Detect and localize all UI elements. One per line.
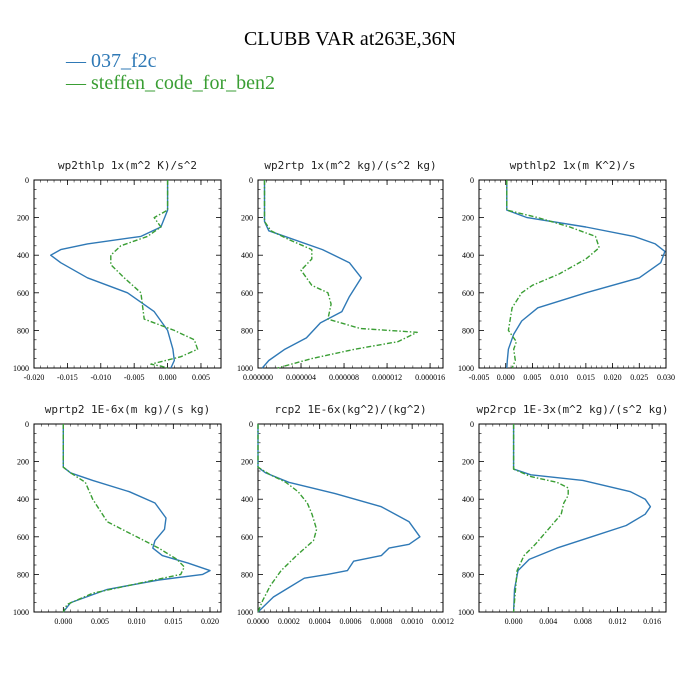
x-tick-label: -0.020 — [24, 373, 45, 382]
series-line-037-f2c — [506, 180, 666, 369]
y-tick-label: 0 — [25, 420, 29, 429]
y-tick-label: 400 — [241, 495, 253, 504]
x-tick-label: 0.000 — [54, 617, 72, 626]
y-tick-label: 1000 — [237, 364, 253, 373]
x-tick-label: -0.005 — [469, 373, 490, 382]
panel-title: wp2rcp 1E-3x(m^2 kg)/(s^2 kg) — [476, 403, 668, 416]
y-tick-label: 1000 — [458, 364, 474, 373]
y-tick-label: 1000 — [237, 608, 253, 617]
x-tick-label: 0.025 — [630, 373, 648, 382]
series-line-037-f2c — [261, 180, 362, 369]
x-tick-label: 0.000 — [159, 373, 177, 382]
series-line-steffen-code-for-ben2 — [62, 424, 186, 613]
series-line-037-f2c — [62, 424, 211, 613]
x-tick-label: 0.000000 — [243, 373, 273, 382]
x-tick-label: 0.0000 — [247, 617, 269, 626]
x-tick-label: 0.000004 — [286, 373, 316, 382]
series-line-steffen-code-for-ben2 — [257, 424, 318, 613]
x-tick-label: 0.000012 — [372, 373, 402, 382]
x-tick-label: -0.015 — [57, 373, 78, 382]
x-tick-label: 0.000016 — [415, 373, 445, 382]
x-tick-label: 0.000 — [505, 617, 523, 626]
y-tick-label: 800 — [17, 570, 29, 579]
panel-frame — [33, 423, 222, 613]
series-line-steffen-code-for-ben2 — [110, 180, 199, 369]
y-tick-label: 1000 — [458, 608, 474, 617]
legend-entry-steffen-code-for-ben2: — steffen_code_for_ben2 — [66, 72, 276, 94]
y-tick-label: 0 — [25, 176, 29, 185]
y-tick-label: 200 — [17, 214, 29, 223]
y-tick-label: 0 — [470, 420, 474, 429]
y-tick-label: 800 — [462, 326, 474, 335]
y-tick-label: 200 — [241, 214, 253, 223]
y-tick-label: 600 — [241, 533, 253, 542]
x-tick-label: 0.010 — [128, 617, 146, 626]
y-tick-label: 800 — [462, 570, 474, 579]
series-line-037-f2c — [512, 424, 652, 613]
x-tick-label: 0.005 — [523, 373, 541, 382]
y-tick-label: 200 — [241, 458, 253, 467]
series-line-steffen-code-for-ben2 — [506, 180, 600, 369]
x-tick-label: 0.0004 — [309, 617, 331, 626]
panel-title: wp2rtp 1x(m^2 kg)/(s^2 kg) — [264, 159, 436, 172]
y-tick-label: 600 — [17, 289, 29, 298]
y-tick-label: 600 — [462, 289, 474, 298]
y-tick-label: 800 — [17, 326, 29, 335]
x-tick-label: 0.008 — [574, 617, 592, 626]
y-tick-label: 400 — [462, 495, 474, 504]
y-tick-label: 800 — [241, 326, 253, 335]
x-tick-label: 0.010 — [550, 373, 568, 382]
x-tick-label: 0.012 — [609, 617, 627, 626]
series-line-steffen-code-for-ben2 — [263, 180, 418, 369]
panel-frame — [257, 423, 444, 613]
x-tick-label: 0.0010 — [401, 617, 423, 626]
x-tick-label: -0.010 — [90, 373, 111, 382]
y-tick-label: 600 — [241, 289, 253, 298]
x-tick-label: 0.015 — [577, 373, 595, 382]
x-tick-label: 0.0002 — [278, 617, 300, 626]
y-tick-label: 600 — [17, 533, 29, 542]
x-tick-label: 0.0008 — [370, 617, 392, 626]
y-tick-label: 400 — [17, 251, 29, 260]
chart-title: CLUBB VAR at263E,36N — [243, 28, 457, 50]
y-tick-label: 0 — [249, 420, 253, 429]
x-tick-label: 0.0006 — [340, 617, 362, 626]
panel-title: wprtp2 1E-6x(m kg)/(s kg) — [45, 403, 211, 416]
y-tick-label: 1000 — [13, 608, 29, 617]
y-tick-label: 800 — [241, 570, 253, 579]
panel-title: wpthlp2 1x(m K^2)/s — [510, 159, 636, 172]
panel-title: wp2thlp 1x(m^2 K)/s^2 — [58, 159, 197, 172]
panel-title: rcp2 1E-6x(kg^2)/(kg^2) — [274, 403, 426, 416]
y-tick-label: 400 — [17, 495, 29, 504]
series-line-037-f2c — [257, 424, 421, 613]
panel-frame — [257, 179, 444, 369]
series-line-037-f2c — [50, 180, 176, 369]
x-tick-label: 0.004 — [539, 617, 557, 626]
y-tick-label: 400 — [462, 251, 474, 260]
x-tick-label: 0.000008 — [329, 373, 359, 382]
x-tick-label: 0.000 — [497, 373, 515, 382]
x-tick-label: 0.016 — [643, 617, 661, 626]
y-tick-label: 0 — [249, 176, 253, 185]
y-tick-label: 0 — [470, 176, 474, 185]
x-tick-label: 0.005 — [91, 617, 109, 626]
x-tick-label: 0.0012 — [432, 617, 454, 626]
y-tick-label: 200 — [462, 214, 474, 223]
legend-entry-037-f2c: — 037_f2c — [66, 50, 157, 72]
y-tick-label: 1000 — [13, 364, 29, 373]
series-line-steffen-code-for-ben2 — [512, 424, 569, 613]
x-tick-label: 0.015 — [164, 617, 182, 626]
x-tick-label: 0.030 — [657, 373, 675, 382]
y-tick-label: 600 — [462, 533, 474, 542]
x-tick-label: 0.005 — [192, 373, 210, 382]
x-tick-label: 0.020 — [201, 617, 219, 626]
y-tick-label: 200 — [17, 458, 29, 467]
x-tick-label: -0.005 — [124, 373, 145, 382]
y-tick-label: 200 — [462, 458, 474, 467]
y-tick-label: 400 — [241, 251, 253, 260]
x-tick-label: 0.020 — [604, 373, 622, 382]
